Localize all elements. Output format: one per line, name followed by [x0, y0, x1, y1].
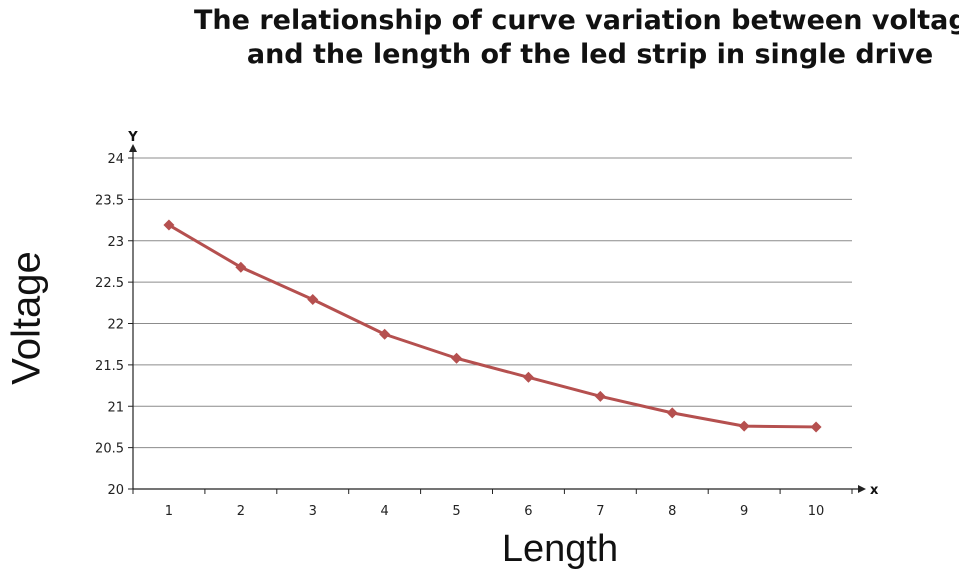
x-tick-label-0: 1 — [165, 504, 173, 519]
y-tick-label-3: 21.5 — [95, 359, 124, 374]
data-point-0-4 — [451, 352, 463, 364]
x-tick-label-9: 10 — [808, 504, 825, 519]
data-point-0-5 — [522, 371, 534, 383]
x-tick-label-3: 4 — [381, 504, 389, 519]
chart-title-line-1: The relationship of curve variation betw… — [193, 5, 959, 36]
data-point-0-6 — [594, 390, 606, 402]
x-tick-label-4: 5 — [452, 504, 460, 519]
y-tick-label-1: 20.5 — [95, 442, 124, 457]
chart-title-line-2: and the length of the led strip in singl… — [246, 39, 934, 70]
chart-title: The relationship of curve variation betw… — [180, 4, 959, 72]
data-point-0-7 — [666, 407, 678, 419]
x-tick-label-7: 8 — [668, 504, 676, 519]
x-axis-arrow — [858, 485, 866, 493]
data-point-0-3 — [379, 328, 391, 340]
data-point-0-1 — [235, 261, 247, 273]
x-tick-label-8: 9 — [740, 504, 748, 519]
x-tick-label-6: 7 — [596, 504, 604, 519]
data-point-0-0 — [163, 219, 175, 231]
y-tick-label-4: 22 — [107, 318, 124, 333]
x-tick-label-1: 2 — [237, 504, 245, 519]
gridlines — [133, 157, 852, 449]
data-point-0-9 — [810, 421, 822, 433]
y-axis-arrow — [129, 144, 137, 152]
y-tick-label-7: 23.5 — [95, 193, 124, 208]
x-axis-letter: x — [870, 483, 879, 498]
data-point-0-2 — [307, 294, 319, 306]
y-tick-label-5: 22.5 — [95, 276, 124, 291]
data-series — [163, 219, 822, 433]
y-tick-label-0: 20 — [107, 483, 124, 498]
series-line-0 — [168, 223, 817, 429]
x-tick-label-5: 6 — [524, 504, 532, 519]
y-axis-letter: Y — [127, 130, 138, 145]
y-tick-label-6: 23 — [107, 235, 124, 250]
x-axis-label: Length — [501, 528, 619, 570]
y-tick-label-2: 21 — [107, 400, 124, 415]
x-tick-label-2: 3 — [309, 504, 317, 519]
data-point-0-8 — [738, 420, 750, 432]
y-tick-label-8: 24 — [107, 152, 124, 167]
